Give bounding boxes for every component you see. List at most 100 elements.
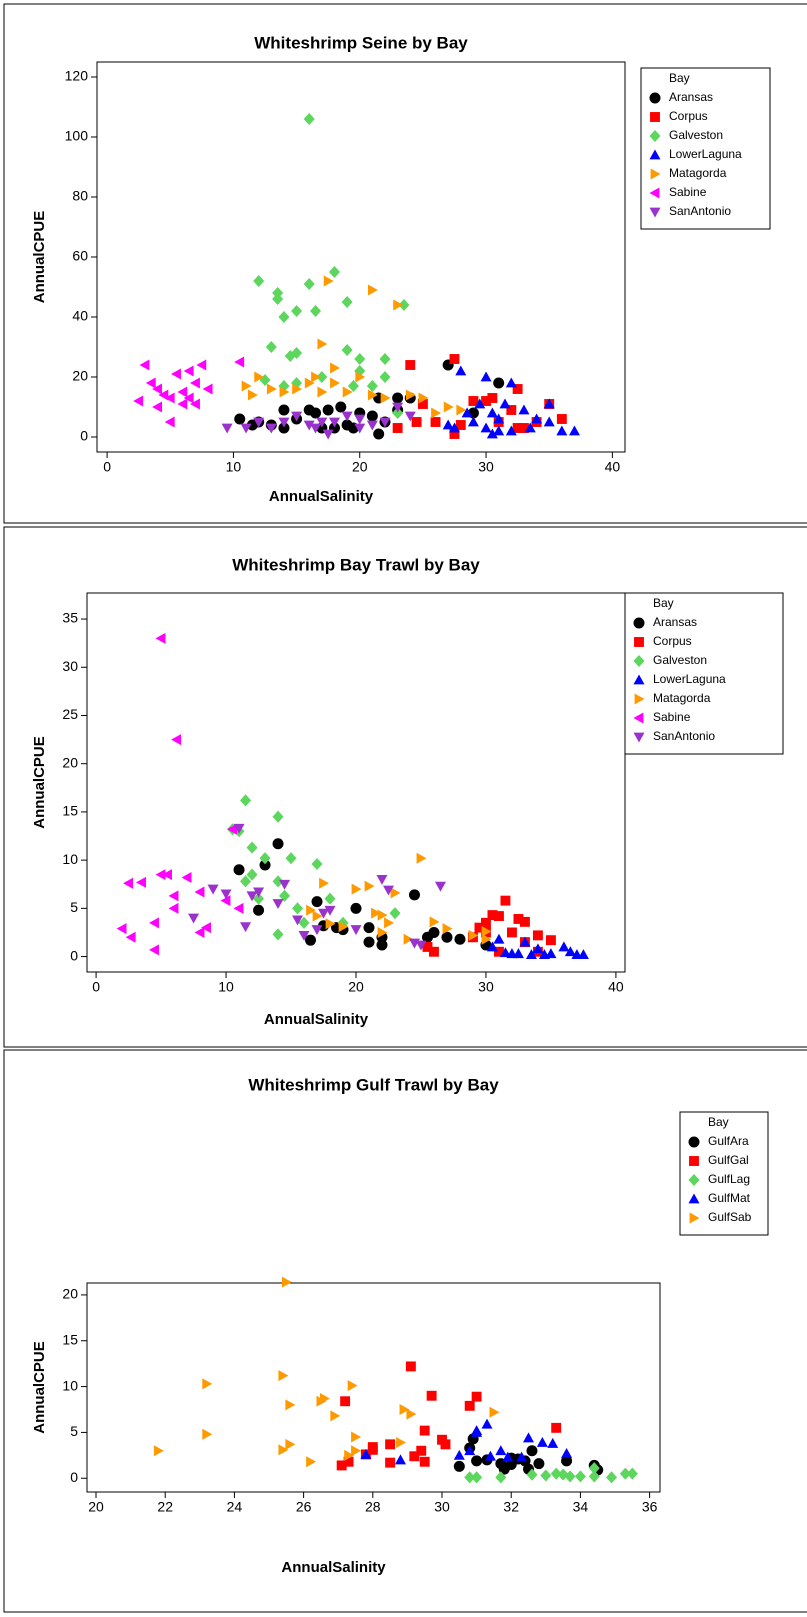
point bbox=[233, 864, 245, 876]
x-axis-label: AnnualSalinity bbox=[281, 1559, 386, 1576]
point bbox=[495, 1445, 507, 1456]
point bbox=[405, 389, 416, 401]
legend-swatch bbox=[689, 1156, 699, 1166]
y-axis-label: AnnualCPUE bbox=[31, 211, 48, 304]
x-axis-label: AnnualSalinity bbox=[264, 1011, 369, 1028]
point bbox=[278, 1444, 289, 1456]
point bbox=[330, 1410, 341, 1422]
point bbox=[281, 1276, 292, 1288]
point bbox=[429, 916, 440, 928]
point bbox=[292, 915, 304, 926]
point bbox=[426, 1390, 437, 1401]
x-tick-label: 30 bbox=[478, 979, 494, 995]
point bbox=[588, 1462, 600, 1475]
point bbox=[322, 404, 334, 416]
point bbox=[319, 1393, 330, 1404]
point bbox=[196, 359, 207, 371]
point bbox=[305, 934, 317, 946]
point bbox=[519, 936, 531, 947]
point bbox=[481, 1418, 493, 1429]
y-tick-label: 40 bbox=[72, 308, 88, 324]
point bbox=[453, 1449, 465, 1460]
point bbox=[379, 352, 391, 366]
x-tick-label: 0 bbox=[92, 979, 100, 995]
legend-swatch bbox=[650, 112, 660, 122]
point bbox=[164, 392, 175, 404]
point bbox=[240, 423, 252, 434]
point bbox=[540, 1469, 552, 1482]
point bbox=[311, 857, 323, 871]
point bbox=[489, 1406, 500, 1418]
point bbox=[253, 887, 265, 898]
point bbox=[354, 423, 366, 434]
point bbox=[155, 869, 166, 881]
y-tick-label: 0 bbox=[70, 1469, 78, 1485]
legend-swatch bbox=[688, 1193, 700, 1204]
legend-label: LowerLaguna bbox=[653, 672, 726, 686]
legend-label: GulfAra bbox=[708, 1134, 749, 1148]
legend-swatch bbox=[633, 674, 645, 685]
point bbox=[568, 425, 580, 436]
point bbox=[404, 411, 416, 422]
legend-label: Corpus bbox=[669, 109, 708, 123]
point bbox=[312, 910, 323, 922]
point bbox=[519, 916, 530, 927]
point bbox=[291, 346, 303, 360]
legend-swatch bbox=[649, 149, 661, 160]
point bbox=[484, 1450, 496, 1461]
point bbox=[430, 417, 441, 427]
point bbox=[545, 935, 556, 946]
point bbox=[493, 377, 505, 389]
point bbox=[303, 420, 315, 431]
point bbox=[298, 916, 310, 929]
point bbox=[385, 1457, 396, 1468]
point bbox=[394, 1454, 406, 1465]
point bbox=[379, 370, 391, 384]
point bbox=[316, 370, 328, 384]
point bbox=[525, 949, 537, 960]
point bbox=[464, 1400, 475, 1411]
point bbox=[330, 377, 340, 389]
legend-swatch bbox=[649, 92, 661, 104]
point bbox=[310, 423, 322, 434]
point bbox=[606, 1471, 618, 1484]
y-axis-label: AnnualCPUE bbox=[31, 736, 48, 829]
point bbox=[518, 423, 529, 433]
point bbox=[523, 1432, 535, 1443]
y-tick-label: 0 bbox=[70, 947, 78, 963]
chart-title: Whiteshrimp Seine by Bay bbox=[254, 33, 468, 52]
point bbox=[190, 377, 200, 389]
point bbox=[343, 1456, 354, 1467]
point bbox=[464, 1445, 476, 1456]
point bbox=[152, 401, 163, 413]
y-tick-label: 15 bbox=[62, 803, 78, 819]
point bbox=[319, 877, 330, 889]
point bbox=[619, 1467, 631, 1480]
point bbox=[322, 429, 334, 440]
point bbox=[272, 838, 284, 850]
point bbox=[512, 948, 524, 959]
y-tick-label: 35 bbox=[62, 610, 78, 626]
x-tick-label: 0 bbox=[103, 459, 111, 475]
x-tick-label: 20 bbox=[348, 979, 364, 995]
legend-swatch bbox=[633, 712, 644, 724]
point bbox=[417, 399, 428, 409]
legend-box bbox=[679, 1111, 769, 1236]
point bbox=[171, 734, 182, 746]
legend-swatch bbox=[634, 637, 644, 647]
point bbox=[486, 407, 498, 418]
point bbox=[493, 413, 505, 424]
point bbox=[233, 823, 245, 834]
point bbox=[481, 396, 492, 406]
point bbox=[168, 890, 179, 902]
point bbox=[316, 417, 328, 428]
point bbox=[556, 414, 567, 424]
x-tick-label: 30 bbox=[434, 1499, 450, 1515]
x-tick-label: 10 bbox=[218, 979, 234, 995]
point bbox=[481, 925, 492, 937]
legend-swatch bbox=[688, 1136, 700, 1148]
point bbox=[188, 913, 200, 924]
point bbox=[455, 365, 467, 376]
point bbox=[428, 926, 440, 938]
